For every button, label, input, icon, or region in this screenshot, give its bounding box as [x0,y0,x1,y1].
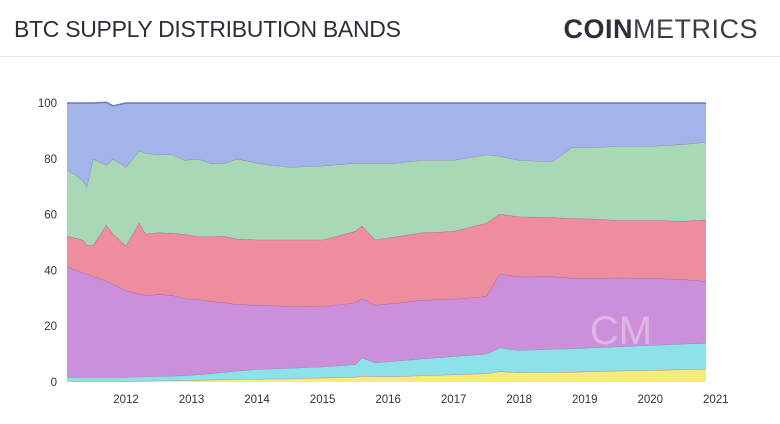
x-tick-label: 2018 [506,394,532,406]
x-tick-label: 2017 [441,394,467,406]
x-tick-label: 2012 [113,394,139,406]
header-divider [0,56,780,57]
logo-light-text: METRICS [633,14,758,44]
y-tick-label: 0 [51,377,57,389]
y-tick-label: 40 [44,265,57,277]
chart-title: BTC SUPPLY DISTRIBUTION BANDS [14,16,401,42]
area-series-group [66,101,707,382]
cm-watermark: CM [590,309,652,353]
y-axis: 0 20 40 60 80 100 [38,98,57,389]
x-tick-label: 2014 [244,394,270,406]
x-axis: 2012 2013 2014 2015 2016 2017 2018 2019 2020 2021 [113,394,728,406]
area-band-3 [67,266,706,377]
area-band-2 [67,343,706,382]
y-tick-label: 20 [44,321,57,333]
x-tick-label: 2015 [310,394,336,406]
y-tick-label: 80 [44,154,57,166]
x-tick-label: 2016 [375,394,401,406]
coinmetrics-logo: COINMETRICS [564,14,759,45]
logo-bold-text: COIN [563,14,633,44]
x-tick-label: 2020 [637,394,663,406]
area-band-5 [67,142,706,246]
y-tick-label: 100 [38,98,57,110]
x-tick-label: 2021 [703,394,729,406]
x-tick-label: 2019 [572,394,598,406]
x-tick-label: 2013 [179,394,205,406]
y-tick-label: 60 [44,210,57,222]
area-band-6-boundary [67,101,706,107]
area-band-6 [67,102,706,187]
